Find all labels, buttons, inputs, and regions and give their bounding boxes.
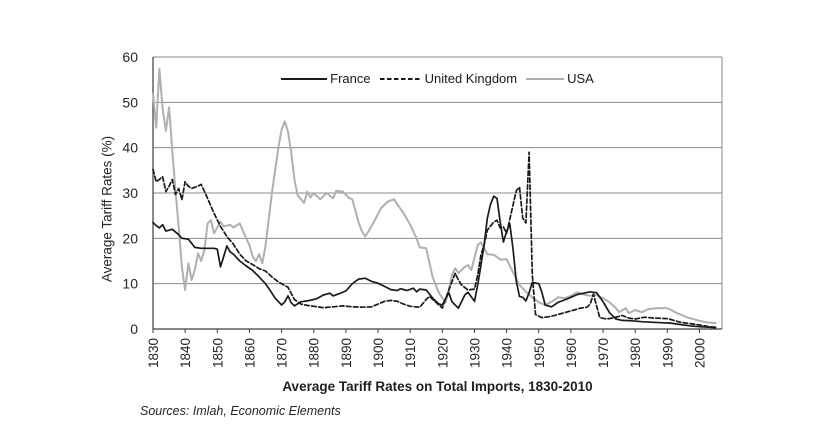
x-tick-label-1840: 1840 xyxy=(178,338,193,368)
series-line-usa xyxy=(152,67,717,325)
chart-legend: France United Kingdom USA xyxy=(153,71,722,86)
x-tick-label-1960: 1960 xyxy=(564,338,579,368)
x-tick-label-1950: 1950 xyxy=(532,338,547,368)
x-tick-label-1850: 1850 xyxy=(210,338,225,368)
legend-item-united-kingdom: United Kingdom xyxy=(379,71,518,86)
y-axis-title: Average Tariff Rates (%) xyxy=(99,135,115,283)
x-tick-label-1920: 1920 xyxy=(435,338,450,368)
series-line-france xyxy=(152,195,717,329)
x-tick-label-1830: 1830 xyxy=(146,338,161,368)
y-tick-label-40: 40 xyxy=(122,140,138,156)
y-tick-label-50: 50 xyxy=(122,94,138,110)
x-tick-label-1860: 1860 xyxy=(242,338,257,368)
legend-item-usa: USA xyxy=(526,71,594,86)
x-tick-label-1870: 1870 xyxy=(275,338,290,368)
chart-title: Average Tariff Rates on Total Imports, 1… xyxy=(282,379,593,394)
x-tick-label-1910: 1910 xyxy=(403,338,418,368)
x-tick-label-2000: 2000 xyxy=(692,338,707,368)
france-line-sample xyxy=(281,77,328,80)
series-line-united-kingdom xyxy=(152,151,717,329)
legend-item-france: France xyxy=(281,71,371,86)
y-tick-label-0: 0 xyxy=(130,321,138,337)
x-tick-label-1890: 1890 xyxy=(339,338,354,368)
x-tick-label-1990: 1990 xyxy=(660,338,675,368)
y-tick-label-20: 20 xyxy=(122,230,138,246)
x-tick-label-1900: 1900 xyxy=(371,338,386,368)
y-tick-label-30: 30 xyxy=(122,185,138,201)
x-tick-label-1970: 1970 xyxy=(596,338,611,368)
x-tick-label-1880: 1880 xyxy=(307,338,322,368)
x-tick-label-1980: 1980 xyxy=(628,338,643,368)
usa-line-sample xyxy=(526,77,565,80)
y-tick-label-10: 10 xyxy=(122,276,138,292)
x-tick-label-1930: 1930 xyxy=(467,338,482,368)
legend-label-usa: USA xyxy=(567,71,594,86)
x-tick-label-1940: 1940 xyxy=(500,338,515,368)
united-kingdom-line-sample xyxy=(379,77,422,80)
legend-label-united-kingdom: United Kingdom xyxy=(424,71,518,86)
y-tick-label-60: 60 xyxy=(122,49,138,65)
legend-label-france: France xyxy=(330,71,371,86)
source-note: Sources: Imlah, Economic Elements xyxy=(140,404,341,418)
